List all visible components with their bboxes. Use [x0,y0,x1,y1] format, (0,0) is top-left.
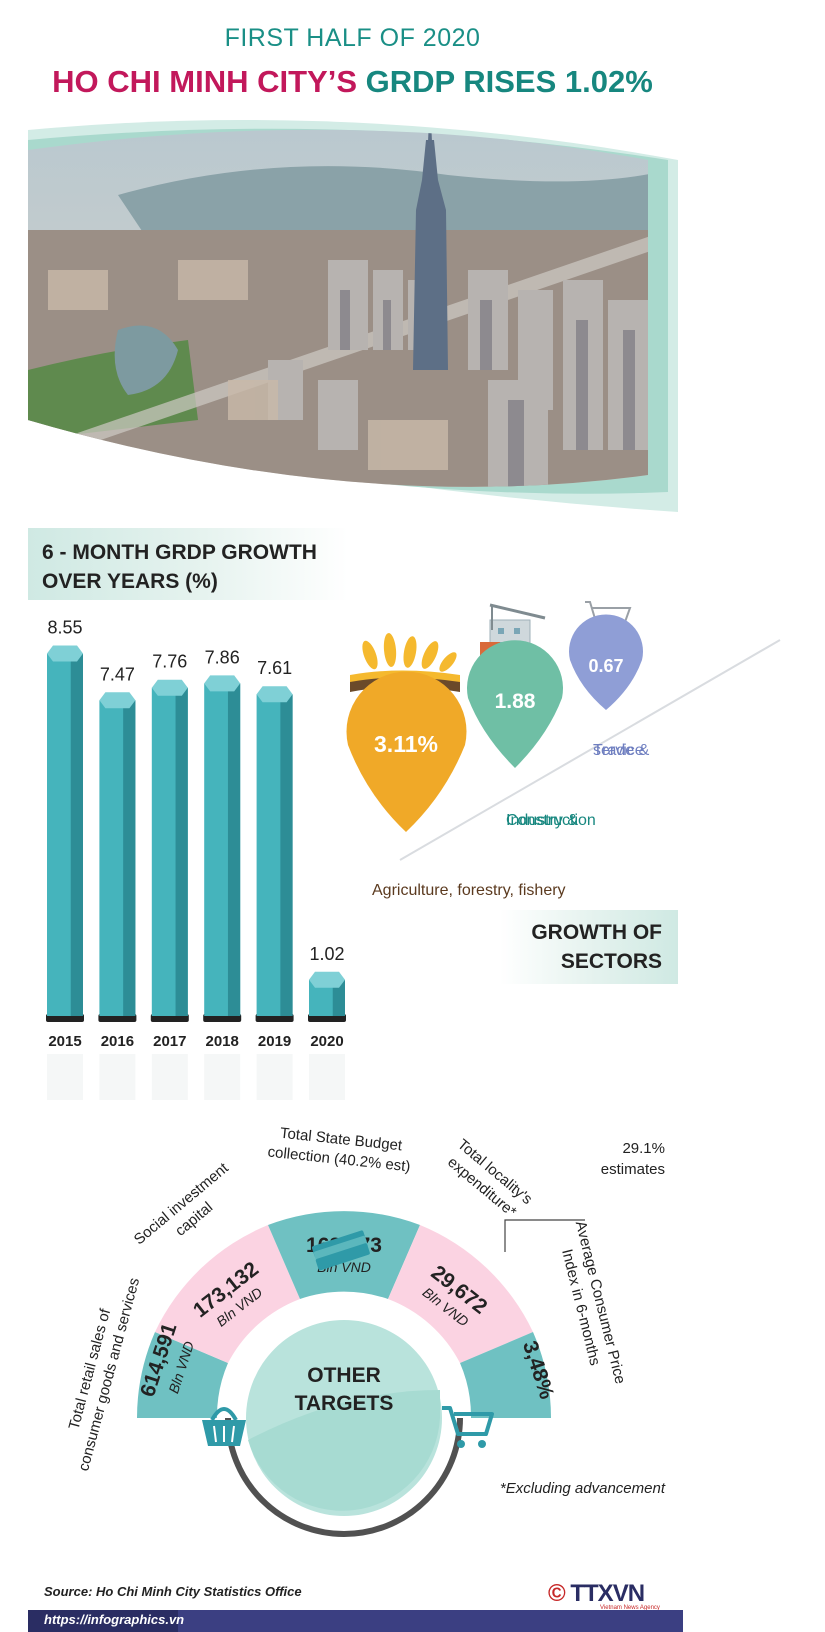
bar-value-label: 8.55 [47,618,82,638]
industry-value: 1.88 [495,690,536,713]
source-text: Source: Ho Chi Minh City Statistics Offi… [44,1584,302,1599]
bar-group-2020: 1.02 2020 [308,944,346,1100]
bar-reflection [256,1054,293,1100]
investment-segment [155,1225,300,1363]
bar-reflection [309,1054,345,1100]
title-part-growth: GRDP RISES 1.02% [365,64,653,99]
city-skyline-icon [28,120,678,512]
other-targets-graphic: OTHER TARGETS 614,591 Bln VND 173,132 Bl… [66,1125,629,1537]
bar-value-label: 1.02 [309,944,344,964]
estimate-note-line1: 29.1% [622,1140,665,1157]
agriculture-value: 3.11% [374,731,438,757]
bar-shade [332,979,345,1016]
money-stack-icon [311,1230,370,1271]
bar-category-label: 2016 [101,1033,134,1050]
sectors-title-line2: SECTORS [560,950,662,973]
bar-top [151,679,188,696]
industry-label-line2: Construction [506,812,596,829]
footer-bar-accent [28,1610,178,1632]
cpi-segment [460,1332,551,1418]
trade-pin: 0.67 [569,614,643,710]
retail-segment [137,1332,228,1418]
grdp-chart-title: 6 - MONTH GRDP GROWTH OVER YEARS (%) [42,538,342,596]
bar-reflection [151,1054,188,1100]
bar-reflection [47,1054,83,1100]
bar-category-label: 2020 [310,1033,343,1050]
bar-top [204,675,241,692]
industry-label-line1: Industry & [506,812,579,829]
logo-subtext: Vietnam News Agency [600,1605,660,1611]
trade-label-line1: Trade & [593,742,650,759]
bar-category-label: 2019 [258,1033,291,1050]
sectors-title-line1: GROWTH OF [531,921,662,944]
basket-icon [202,1407,246,1446]
bar-top [309,971,345,988]
bar-value-label: 7.76 [152,652,187,672]
estimate-note: 29.1% estimates [560,1138,665,1180]
bar-group-2015: 8.55 2015 [46,618,84,1100]
bar-group-2018: 7.86 2018 [203,647,242,1100]
industry-pin: 1.88 [467,640,563,768]
agriculture-pin: 3.11% [346,671,467,832]
bar-group-2017: 7.76 2017 [150,652,189,1100]
center-title-line2: TARGETS [295,1392,394,1415]
page-subtitle: FIRST HALF OF 2020 [224,24,481,52]
bar-value-label: 7.61 [257,658,292,678]
sectors-title-box [500,910,678,984]
center-title-line1: OTHER [307,1364,381,1387]
estimate-note-line2: estimates [600,1161,665,1178]
bar-top [256,686,293,703]
bar-shade [123,700,136,1016]
grdp-bar-chart: 8.55 2015 7.47 2016 7.76 2017 7.86 2018 7.61 2019… [46,618,346,1100]
footer-bar [28,1610,683,1632]
grdp-title-line1: 6 - MONTH GRDP GROWTH [42,541,317,564]
copyright-symbol: © [548,1580,566,1607]
bar-value-label: 7.47 [100,664,135,684]
expenditure-segment [388,1225,533,1363]
sectors-title: GROWTH OF SECTORS [500,918,662,976]
trade-label-line2: service [593,742,644,759]
bar-category-label: 2015 [48,1033,81,1050]
bar-reflection [204,1054,241,1100]
agriculture-label: Agriculture, forestry, fishery [372,882,566,899]
bar-group-2019: 7.61 2019 [255,658,294,1100]
bar-top [99,692,136,709]
bar-reflection [99,1054,136,1100]
logo-text: TTXVN [570,1580,645,1607]
sectors-graphic: 3.11% 1.88 0.67 [346,601,781,861]
website-link[interactable]: https://infographics.vn [44,1612,185,1627]
bar-shade [227,683,241,1016]
bar-category-label: 2017 [153,1033,186,1050]
grdp-title-box [28,528,348,600]
bar-shade [70,653,83,1016]
page-title: HO CHI MINH CITY’S GRDP RISES 1.02% [0,64,705,100]
footnote: *Excluding advancement [499,1480,665,1497]
bar-group-2016: 7.47 2016 [98,664,137,1100]
bar-top [47,645,83,662]
title-part-city: HO CHI MINH CITY’S [52,64,358,99]
bar-shade [175,687,188,1016]
bar-value-label: 7.86 [205,647,240,667]
trade-value: 0.67 [588,656,623,676]
bar-shade [280,694,293,1016]
bar-category-label: 2018 [206,1033,239,1050]
grdp-title-line2: OVER YEARS (%) [42,570,218,593]
ttxvn-logo: © TTXVN [548,1580,645,1608]
shopping-cart-icon [442,1406,494,1448]
